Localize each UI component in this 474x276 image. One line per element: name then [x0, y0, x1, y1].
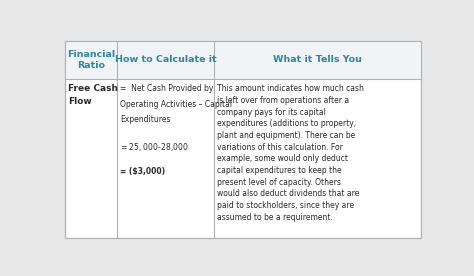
Text: = $25,000 – $28,000: = $25,000 – $28,000	[120, 141, 190, 153]
Text: Expenditures: Expenditures	[120, 115, 171, 124]
Text: What it Tells You: What it Tells You	[273, 55, 362, 64]
Text: This amount indicates how much cash
is left over from operations after a
company: This amount indicates how much cash is l…	[218, 84, 364, 222]
Text: Free Cash
Flow: Free Cash Flow	[68, 84, 118, 106]
Text: =  Net Cash Provided by: = Net Cash Provided by	[120, 84, 214, 93]
Text: Financial
Ratio: Financial Ratio	[67, 50, 115, 70]
Text: Operating Activities – Capital: Operating Activities – Capital	[120, 100, 233, 109]
Text: How to Calculate it: How to Calculate it	[115, 55, 217, 64]
Text: = ($3,000): = ($3,000)	[120, 167, 165, 176]
Bar	[65, 41, 421, 79]
